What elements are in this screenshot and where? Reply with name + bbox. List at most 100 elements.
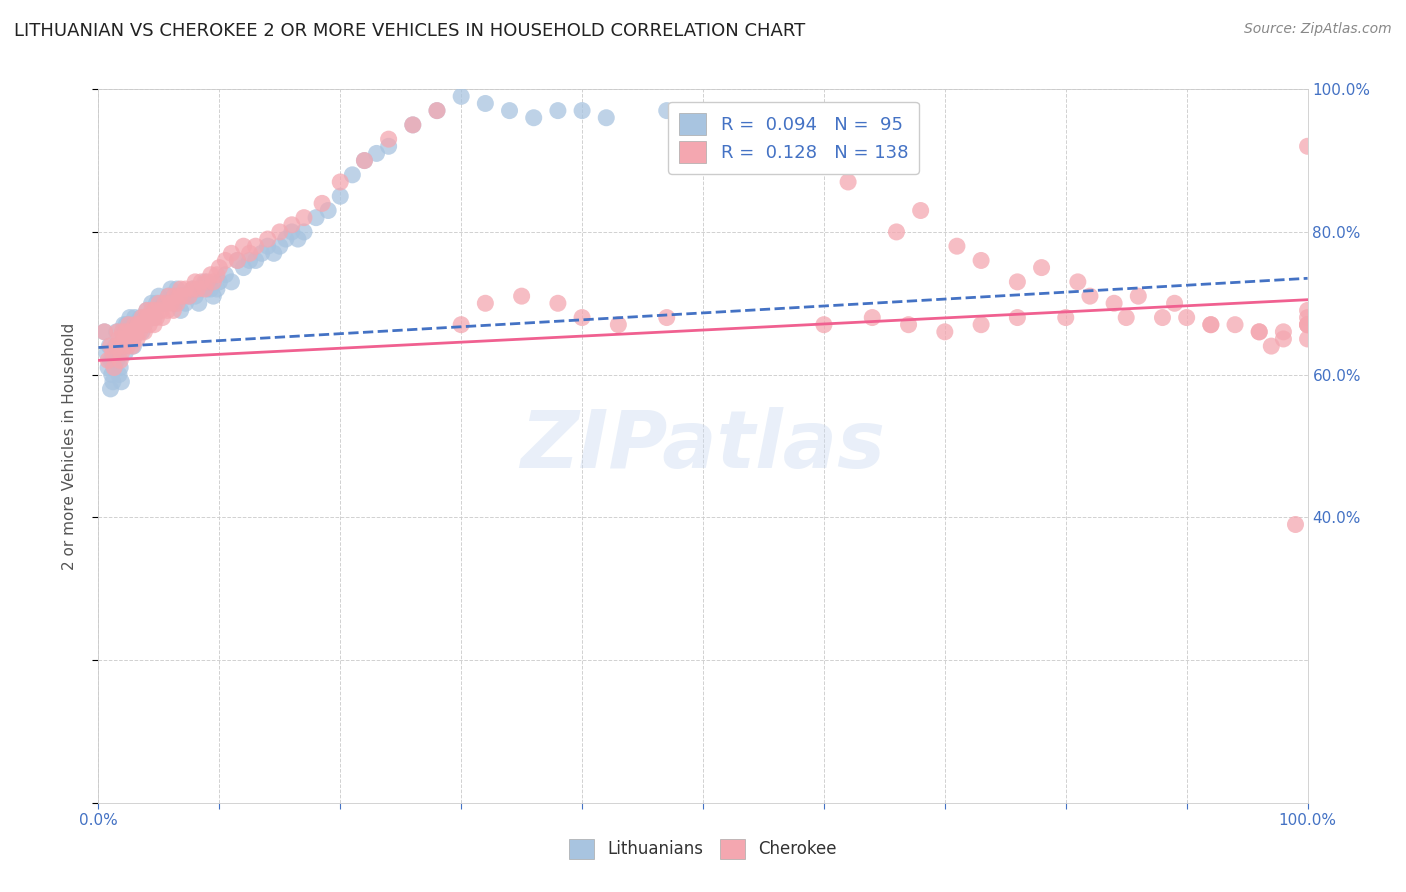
Point	[523, 111, 546, 125]
Point	[103, 360, 125, 375]
Point	[450, 89, 472, 103]
Point	[239, 246, 262, 260]
Point	[1296, 139, 1319, 153]
Point	[184, 289, 207, 303]
Point	[1284, 517, 1306, 532]
Point	[1296, 318, 1319, 332]
Point	[353, 153, 375, 168]
Point	[1031, 260, 1053, 275]
Point	[256, 232, 278, 246]
Point	[120, 325, 142, 339]
Point	[1296, 310, 1319, 325]
Point	[122, 339, 145, 353]
Point	[194, 282, 217, 296]
Point	[101, 353, 124, 368]
Point	[118, 318, 141, 332]
Text: Source: ZipAtlas.com: Source: ZipAtlas.com	[1244, 22, 1392, 37]
Point	[1007, 310, 1029, 325]
Point	[946, 239, 969, 253]
Point	[118, 310, 141, 325]
Point	[208, 275, 231, 289]
Point	[103, 360, 125, 375]
Point	[141, 296, 163, 310]
Point	[105, 353, 128, 368]
Point	[200, 282, 222, 296]
Point	[110, 375, 132, 389]
Point	[686, 132, 709, 146]
Point	[402, 118, 425, 132]
Point	[287, 232, 309, 246]
Point	[1249, 325, 1271, 339]
Point	[970, 253, 993, 268]
Point	[474, 296, 496, 310]
Point	[121, 339, 143, 353]
Point	[221, 246, 243, 260]
Point	[125, 325, 148, 339]
Point	[132, 318, 155, 332]
Point	[142, 310, 165, 325]
Point	[813, 318, 835, 332]
Point	[311, 196, 333, 211]
Point	[160, 282, 183, 296]
Point	[377, 139, 399, 153]
Point	[232, 260, 254, 275]
Point	[281, 225, 304, 239]
Point	[108, 332, 131, 346]
Point	[111, 339, 134, 353]
Point	[498, 103, 520, 118]
Point	[970, 318, 993, 332]
Point	[163, 289, 186, 303]
Point	[256, 239, 278, 253]
Point	[100, 368, 122, 382]
Point	[166, 282, 188, 296]
Point	[860, 310, 883, 325]
Point	[607, 318, 630, 332]
Point	[93, 325, 115, 339]
Point	[366, 146, 388, 161]
Point	[100, 382, 122, 396]
Point	[450, 318, 472, 332]
Y-axis label: 2 or more Vehicles in Household: 2 or more Vehicles in Household	[62, 322, 77, 570]
Point	[105, 325, 128, 339]
Point	[135, 303, 157, 318]
Point	[190, 282, 212, 296]
Point	[426, 103, 449, 118]
Point	[1296, 303, 1319, 318]
Point	[100, 339, 122, 353]
Point	[595, 111, 617, 125]
Point	[172, 289, 194, 303]
Point	[166, 296, 188, 310]
Point	[184, 275, 207, 289]
Point	[1007, 275, 1029, 289]
Point	[127, 332, 149, 346]
Point	[110, 346, 132, 360]
Point	[157, 289, 180, 303]
Point	[205, 282, 228, 296]
Point	[108, 353, 131, 368]
Text: LITHUANIAN VS CHEROKEE 2 OR MORE VEHICLES IN HOUSEHOLD CORRELATION CHART: LITHUANIAN VS CHEROKEE 2 OR MORE VEHICLE…	[14, 22, 806, 40]
Point	[179, 289, 201, 303]
Point	[1102, 296, 1125, 310]
Point	[120, 325, 142, 339]
Point	[105, 339, 128, 353]
Point	[195, 282, 218, 296]
Point	[200, 268, 222, 282]
Point	[837, 175, 859, 189]
Point	[107, 325, 129, 339]
Point	[205, 268, 228, 282]
Point	[145, 296, 167, 310]
Point	[174, 296, 197, 310]
Point	[1115, 310, 1137, 325]
Point	[221, 275, 243, 289]
Point	[108, 339, 131, 353]
Point	[547, 103, 569, 118]
Point	[112, 339, 135, 353]
Point	[1175, 310, 1198, 325]
Legend: Lithuanians, Cherokee: Lithuanians, Cherokee	[562, 832, 844, 866]
Point	[139, 310, 162, 325]
Point	[115, 325, 138, 339]
Point	[886, 225, 908, 239]
Point	[239, 253, 262, 268]
Point	[124, 318, 146, 332]
Point	[910, 203, 932, 218]
